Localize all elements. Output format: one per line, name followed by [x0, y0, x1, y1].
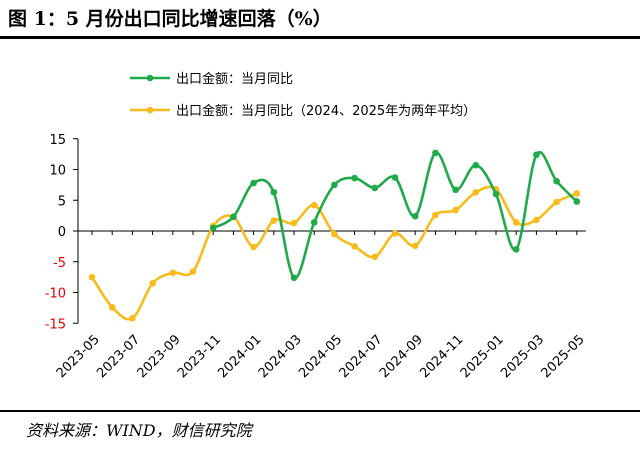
data-point	[270, 188, 278, 196]
data-point	[250, 243, 257, 251]
data-point	[411, 242, 419, 250]
data-point	[88, 273, 96, 281]
y-tick-label: 5	[58, 194, 66, 209]
data-point	[351, 174, 358, 182]
y-tick-label: -10	[45, 287, 66, 302]
x-tick-label: 2024-05	[296, 332, 345, 381]
y-tick-label: 15	[49, 133, 66, 148]
data-point	[189, 268, 197, 275]
legend-label: 出口金额：当月同比	[176, 71, 293, 87]
data-point	[290, 274, 298, 282]
x-tick-label: 2024-07	[337, 332, 386, 381]
series-green	[209, 149, 581, 282]
data-point	[270, 217, 278, 224]
x-tick-label: 2025-05	[539, 332, 588, 381]
x-tick-label: 2024-03	[256, 332, 305, 381]
data-point	[351, 243, 358, 250]
top-rule	[0, 36, 640, 39]
data-point	[331, 181, 338, 189]
data-point	[290, 219, 298, 227]
data-point	[472, 161, 480, 169]
bottom-rule	[0, 410, 640, 412]
x-tick-label: 2024-09	[377, 332, 426, 381]
legend-swatch-marker	[146, 74, 154, 82]
data-point	[452, 206, 459, 214]
source-note: 资料来源：WIND，财信研究院	[26, 421, 252, 440]
data-point	[512, 246, 520, 253]
y-tick-label: -5	[53, 256, 66, 271]
x-tick-label: 2024-11	[417, 332, 466, 381]
data-point	[371, 184, 379, 192]
data-point	[452, 186, 459, 194]
data-point	[149, 279, 156, 287]
legend-label: 出口金额：当月同比（2024、2025年为两年平均）	[176, 103, 476, 119]
data-point	[573, 198, 581, 205]
series-line	[90, 185, 578, 321]
x-tick-label: 2025-03	[498, 332, 547, 381]
x-tick-label: 2023-05	[54, 332, 103, 381]
data-point	[209, 224, 217, 232]
data-point	[371, 253, 379, 261]
data-point	[553, 177, 560, 185]
data-point	[129, 315, 136, 322]
series-yellow	[88, 185, 581, 322]
data-point	[512, 219, 520, 226]
x-tick-label: 2025-01	[458, 332, 507, 381]
data-point	[108, 303, 116, 311]
series-lines	[88, 149, 581, 322]
data-point	[331, 230, 338, 238]
data-point	[533, 151, 540, 159]
data-point	[432, 149, 439, 157]
data-point	[169, 269, 177, 277]
data-point	[432, 211, 439, 219]
data-point	[391, 174, 399, 181]
data-point	[492, 190, 500, 198]
legend-item-yellow: 出口金额：当月同比（2024、2025年为两年平均）	[130, 103, 476, 119]
data-point	[533, 216, 540, 224]
legend-swatch-marker	[146, 106, 154, 114]
data-point	[310, 201, 318, 209]
y-tick-label: -15	[45, 317, 66, 332]
data-point	[391, 230, 399, 237]
y-tick-label: 0	[58, 225, 66, 240]
data-point	[310, 219, 318, 226]
data-point	[553, 198, 560, 206]
data-point	[573, 190, 581, 197]
chart-title: 图 1：5 月份出口同比增速回落（%）	[8, 8, 332, 30]
x-tick-label: 2023-07	[94, 332, 143, 381]
data-point	[472, 188, 480, 196]
line-chart: 15 10 5 0 -5 -10 -152023-052023-072023-092023-…	[45, 71, 588, 381]
x-tick-label: 2023-09	[135, 332, 184, 381]
data-point	[411, 212, 419, 220]
chart-axes: 15 10 5 0 -5 -10 -152023-052023-072023-092023-…	[45, 133, 588, 381]
x-tick-label: 2023-11	[175, 332, 224, 381]
data-point	[250, 179, 257, 187]
legend-item-green: 出口金额：当月同比	[130, 71, 293, 87]
x-tick-label: 2024-01	[215, 332, 264, 381]
series-line	[212, 150, 578, 280]
y-tick-label: 10	[49, 164, 66, 179]
data-point	[230, 213, 237, 221]
